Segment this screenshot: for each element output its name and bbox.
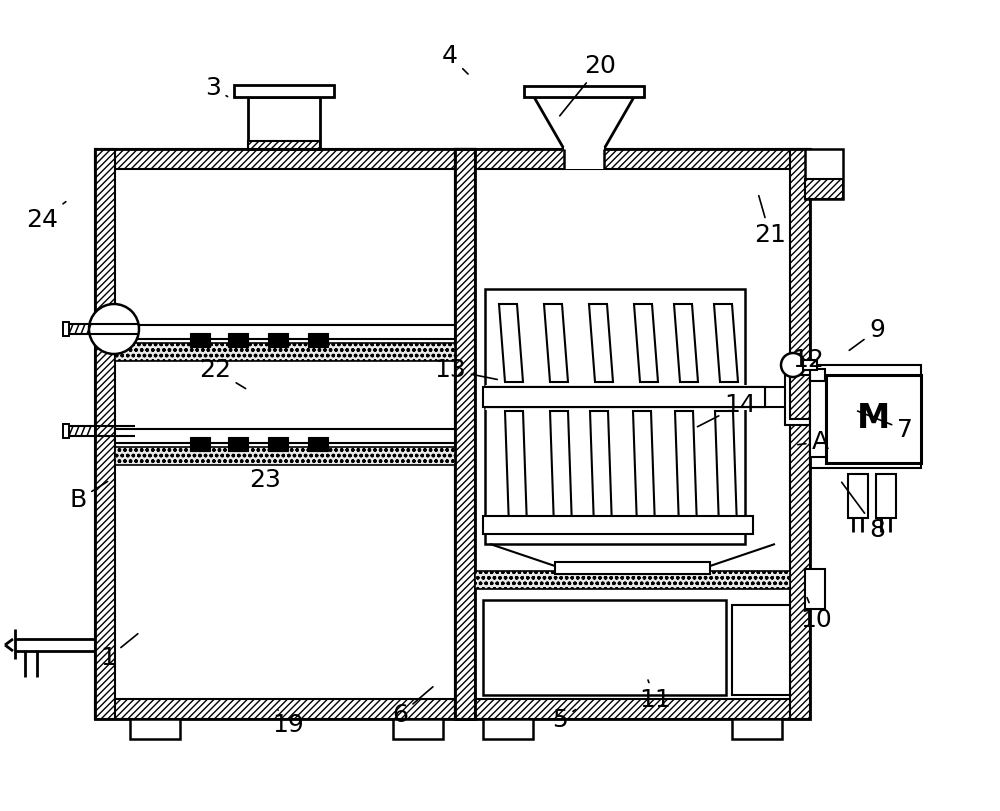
Bar — [115, 429, 455, 443]
Bar — [848, 474, 868, 518]
Polygon shape — [715, 411, 737, 527]
Bar — [308, 333, 328, 347]
Text: 10: 10 — [800, 598, 832, 632]
Bar — [805, 149, 843, 199]
Text: M: M — [857, 402, 890, 436]
Bar — [803, 360, 817, 370]
Polygon shape — [499, 304, 523, 382]
Bar — [555, 562, 710, 574]
Polygon shape — [674, 304, 698, 382]
Bar — [63, 424, 69, 438]
Bar — [115, 325, 455, 339]
Bar — [455, 149, 475, 719]
Text: 21: 21 — [754, 195, 786, 247]
Polygon shape — [633, 411, 655, 527]
Bar — [115, 447, 455, 465]
Bar — [805, 569, 825, 609]
Text: 20: 20 — [560, 54, 616, 116]
Bar — [455, 699, 810, 719]
Bar — [524, 86, 644, 97]
Bar — [130, 719, 180, 739]
Bar — [268, 333, 288, 347]
Bar — [810, 365, 921, 468]
Text: 9: 9 — [849, 318, 885, 350]
Bar — [732, 719, 782, 739]
Text: 24: 24 — [26, 202, 66, 232]
Bar — [483, 387, 765, 407]
Bar — [455, 149, 810, 719]
Polygon shape — [590, 411, 612, 527]
Text: 22: 22 — [199, 358, 246, 388]
Bar — [483, 516, 753, 534]
Bar — [785, 369, 825, 425]
Polygon shape — [550, 411, 572, 527]
Bar — [248, 97, 320, 149]
Polygon shape — [589, 304, 613, 382]
Text: 12: 12 — [792, 348, 824, 378]
Bar — [805, 179, 843, 199]
Text: 7: 7 — [858, 411, 913, 442]
Bar — [790, 149, 810, 719]
Bar — [485, 387, 765, 407]
Bar — [810, 381, 826, 457]
Bar — [483, 719, 533, 739]
Bar — [564, 147, 604, 169]
Text: 5: 5 — [552, 708, 576, 732]
Bar — [95, 149, 475, 719]
Polygon shape — [634, 304, 658, 382]
Bar — [115, 343, 455, 361]
Bar — [475, 571, 790, 589]
Circle shape — [781, 353, 805, 377]
Text: 23: 23 — [249, 462, 281, 492]
Bar — [95, 149, 475, 169]
Bar — [248, 141, 320, 149]
Circle shape — [89, 304, 139, 354]
Bar — [95, 149, 115, 719]
Text: 1: 1 — [100, 633, 138, 670]
Bar — [268, 437, 288, 451]
Bar — [308, 437, 328, 451]
Text: 4: 4 — [442, 44, 468, 74]
Bar — [826, 375, 921, 463]
Bar — [455, 149, 475, 719]
Bar — [876, 474, 896, 518]
Text: 6: 6 — [392, 687, 433, 727]
Bar — [485, 289, 745, 544]
Text: B: B — [69, 482, 108, 512]
Bar — [455, 149, 810, 169]
Bar — [732, 605, 790, 695]
Bar — [790, 387, 826, 407]
Polygon shape — [714, 304, 738, 382]
Text: A: A — [798, 430, 829, 454]
Bar — [455, 149, 810, 719]
Bar — [95, 699, 475, 719]
Bar — [190, 437, 210, 451]
Text: 11: 11 — [639, 680, 671, 712]
Text: 3: 3 — [205, 76, 228, 100]
Bar — [790, 375, 810, 419]
Bar — [190, 333, 210, 347]
Bar — [63, 322, 69, 336]
Polygon shape — [505, 411, 527, 527]
Bar — [393, 719, 443, 739]
Bar — [483, 600, 726, 695]
Polygon shape — [534, 97, 634, 149]
Polygon shape — [675, 411, 697, 527]
Text: 14: 14 — [697, 393, 756, 427]
Text: 13: 13 — [434, 358, 497, 382]
Polygon shape — [544, 304, 568, 382]
Bar — [95, 149, 475, 719]
Text: 19: 19 — [272, 710, 304, 737]
Bar — [234, 85, 334, 97]
Bar — [228, 437, 248, 451]
Text: 8: 8 — [842, 483, 885, 542]
Bar — [228, 333, 248, 347]
